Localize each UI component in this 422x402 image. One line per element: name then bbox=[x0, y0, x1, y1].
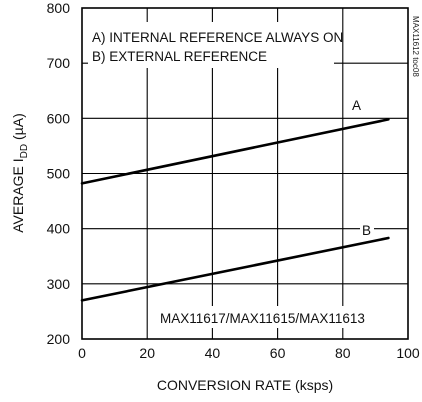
series-label-a: A bbox=[352, 98, 361, 113]
legend-entry-b: B) EXTERNAL REFERENCE bbox=[92, 49, 267, 64]
y-tick-label: 500 bbox=[47, 166, 71, 182]
y-tick-labels: 200 300 400 500 600 700 800 bbox=[47, 0, 71, 347]
series-label-a-bg bbox=[350, 96, 364, 114]
y-tick-label: 300 bbox=[47, 276, 71, 292]
series-line-b bbox=[80, 236, 390, 302]
y-tick-label: 700 bbox=[47, 55, 71, 71]
y-axis-title-subscript: DD bbox=[19, 144, 30, 158]
figure-tag: MAX11612 toc08 bbox=[411, 16, 420, 77]
legend-entry-a: A) INTERNAL REFERENCE ALWAYS ON bbox=[92, 30, 343, 45]
y-axis-title: AVERAGE IDD (µA) bbox=[10, 113, 30, 233]
x-tick-label: 20 bbox=[139, 345, 155, 361]
y-tick-label: 600 bbox=[47, 110, 71, 126]
y-tick-label: 400 bbox=[47, 221, 71, 237]
x-tick-label: 100 bbox=[396, 345, 420, 361]
series-label-b-bg bbox=[360, 221, 374, 239]
y-axis-title-prefix: AVERAGE I bbox=[10, 158, 26, 232]
x-tick-label: 60 bbox=[270, 345, 286, 361]
series-line-a bbox=[80, 118, 390, 185]
series-lines bbox=[80, 118, 390, 302]
x-tick-label: 40 bbox=[205, 345, 221, 361]
series-label-b: B bbox=[362, 223, 371, 238]
x-tick-label: 0 bbox=[78, 345, 86, 361]
legend-box bbox=[88, 22, 334, 68]
part-numbers-label: MAX11617/MAX11615/MAX11613 bbox=[160, 311, 365, 326]
plot-frame bbox=[81, 7, 409, 340]
y-tick-label: 800 bbox=[47, 0, 71, 16]
part-numbers-box bbox=[156, 306, 388, 328]
x-tick-labels: 0 20 40 60 80 100 bbox=[78, 345, 420, 361]
x-tick-label: 80 bbox=[335, 345, 351, 361]
x-axis-title: CONVERSION RATE (ksps) bbox=[157, 377, 333, 393]
y-tick-label: 200 bbox=[47, 331, 71, 347]
y-axis-title-suffix: (µA) bbox=[10, 113, 26, 144]
